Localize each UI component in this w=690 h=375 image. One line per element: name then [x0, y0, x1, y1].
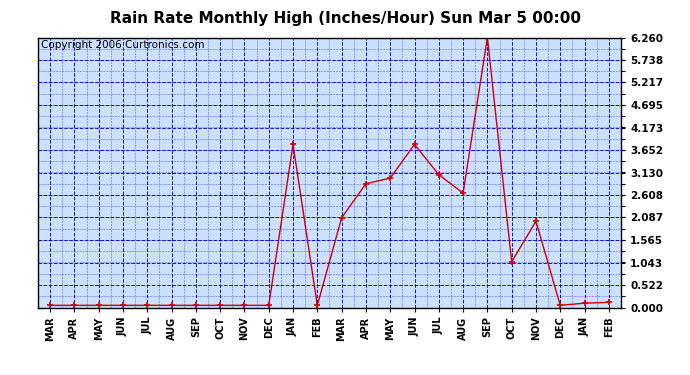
Text: Rain Rate Monthly High (Inches/Hour) Sun Mar 5 00:00: Rain Rate Monthly High (Inches/Hour) Sun… — [110, 11, 580, 26]
Text: Copyright 2006 Curtronics.com: Copyright 2006 Curtronics.com — [41, 40, 204, 50]
